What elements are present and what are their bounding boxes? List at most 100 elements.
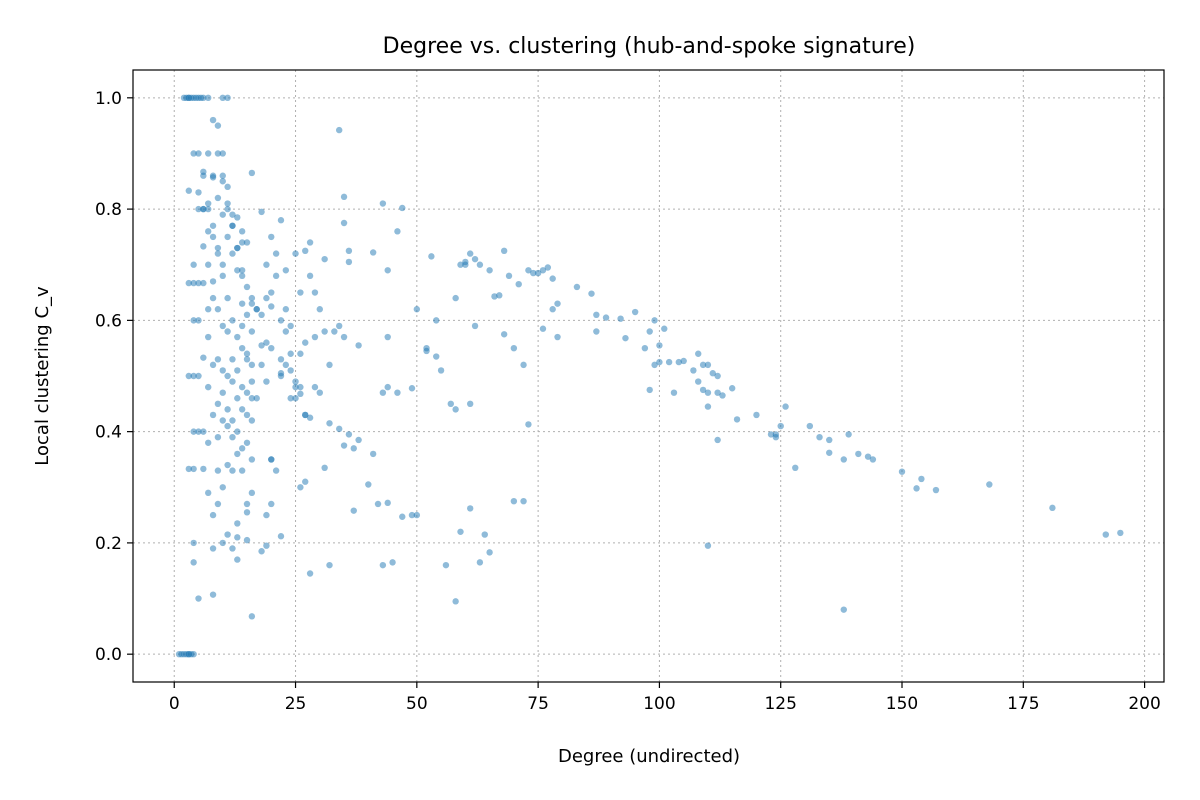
data-point: [355, 342, 362, 349]
data-point: [699, 361, 707, 369]
data-point: [466, 400, 474, 408]
data-point: [277, 372, 285, 380]
data-point: [277, 217, 285, 224]
data-point: [816, 434, 823, 441]
data-point: [224, 183, 231, 191]
data-point: [986, 481, 993, 488]
data-point: [238, 445, 246, 452]
y-tick-label: 0.0: [95, 645, 122, 665]
data-point: [229, 211, 236, 218]
data-point: [379, 389, 387, 396]
data-point: [297, 484, 304, 491]
data-point: [331, 328, 338, 335]
data-point: [345, 431, 353, 438]
data-point: [306, 239, 314, 246]
data-point: [306, 570, 314, 577]
data-point: [185, 650, 192, 658]
data-point: [229, 250, 236, 257]
data-point: [321, 464, 328, 471]
data-point: [234, 214, 241, 221]
data-point: [500, 247, 508, 255]
data-point: [238, 300, 246, 307]
data-point: [224, 205, 231, 213]
data-point: [656, 342, 663, 349]
data-point: [520, 361, 527, 369]
data-point: [214, 356, 222, 363]
data-point: [243, 311, 251, 318]
data-point: [437, 367, 445, 374]
data-point: [219, 417, 226, 424]
data-point: [205, 306, 212, 313]
data-point: [219, 172, 226, 179]
data-point: [539, 325, 547, 332]
data-point: [219, 94, 226, 102]
data-point: [491, 293, 498, 300]
data-point: [864, 453, 872, 460]
data-point: [525, 421, 532, 428]
data-point: [185, 465, 192, 473]
data-point: [200, 279, 207, 287]
data-point: [452, 294, 459, 302]
data-point: [205, 489, 212, 497]
data-point: [302, 478, 309, 485]
data-point: [277, 533, 285, 540]
data-point: [200, 94, 207, 102]
data-point: [248, 328, 256, 335]
data-point: [200, 205, 207, 213]
data-point: [544, 264, 552, 271]
data-point: [840, 456, 847, 463]
data-point: [234, 367, 241, 374]
data-point: [263, 294, 270, 302]
data-point: [219, 322, 226, 330]
data-point: [292, 383, 299, 391]
data-point: [855, 450, 862, 458]
data-point: [224, 200, 231, 207]
y-tick-label: 1.0: [95, 89, 122, 109]
data-point: [772, 434, 780, 441]
data-point: [292, 395, 299, 402]
data-point: [486, 549, 493, 556]
data-point: [695, 350, 702, 357]
data-point: [792, 464, 799, 471]
data-point: [326, 361, 333, 369]
data-point: [573, 283, 581, 291]
data-point: [704, 361, 712, 369]
data-point: [476, 261, 484, 268]
data-point: [243, 350, 251, 357]
data-point: [302, 411, 309, 419]
data-point: [297, 289, 304, 296]
data-point: [433, 353, 440, 360]
data-point: [340, 219, 348, 227]
data-point: [287, 367, 294, 374]
data-point: [238, 383, 246, 391]
data-point: [205, 228, 212, 235]
x-tick-label: 200: [1128, 694, 1160, 714]
data-point: [733, 416, 741, 423]
data-point: [520, 497, 527, 505]
y-axis-label: Local clustering C_v: [32, 286, 53, 466]
data-point: [311, 333, 319, 341]
data-point: [277, 356, 285, 363]
data-point: [243, 509, 251, 516]
data-point: [704, 542, 712, 549]
data-point: [326, 561, 333, 569]
x-tick-label: 175: [1007, 694, 1039, 714]
data-point: [806, 422, 814, 430]
data-point: [229, 378, 236, 385]
data-point: [243, 239, 251, 246]
data-point: [214, 244, 222, 252]
data-point: [374, 500, 382, 508]
y-tick-label: 0.8: [95, 200, 122, 220]
data-point: [248, 417, 256, 424]
data-point: [384, 267, 391, 274]
data-point: [205, 383, 212, 391]
data-point: [433, 317, 440, 324]
data-point: [224, 372, 231, 380]
data-point: [224, 406, 231, 413]
data-point: [670, 389, 678, 396]
data-point: [413, 511, 421, 519]
data-point: [219, 539, 226, 547]
data-point: [248, 378, 256, 385]
data-point: [656, 358, 663, 366]
